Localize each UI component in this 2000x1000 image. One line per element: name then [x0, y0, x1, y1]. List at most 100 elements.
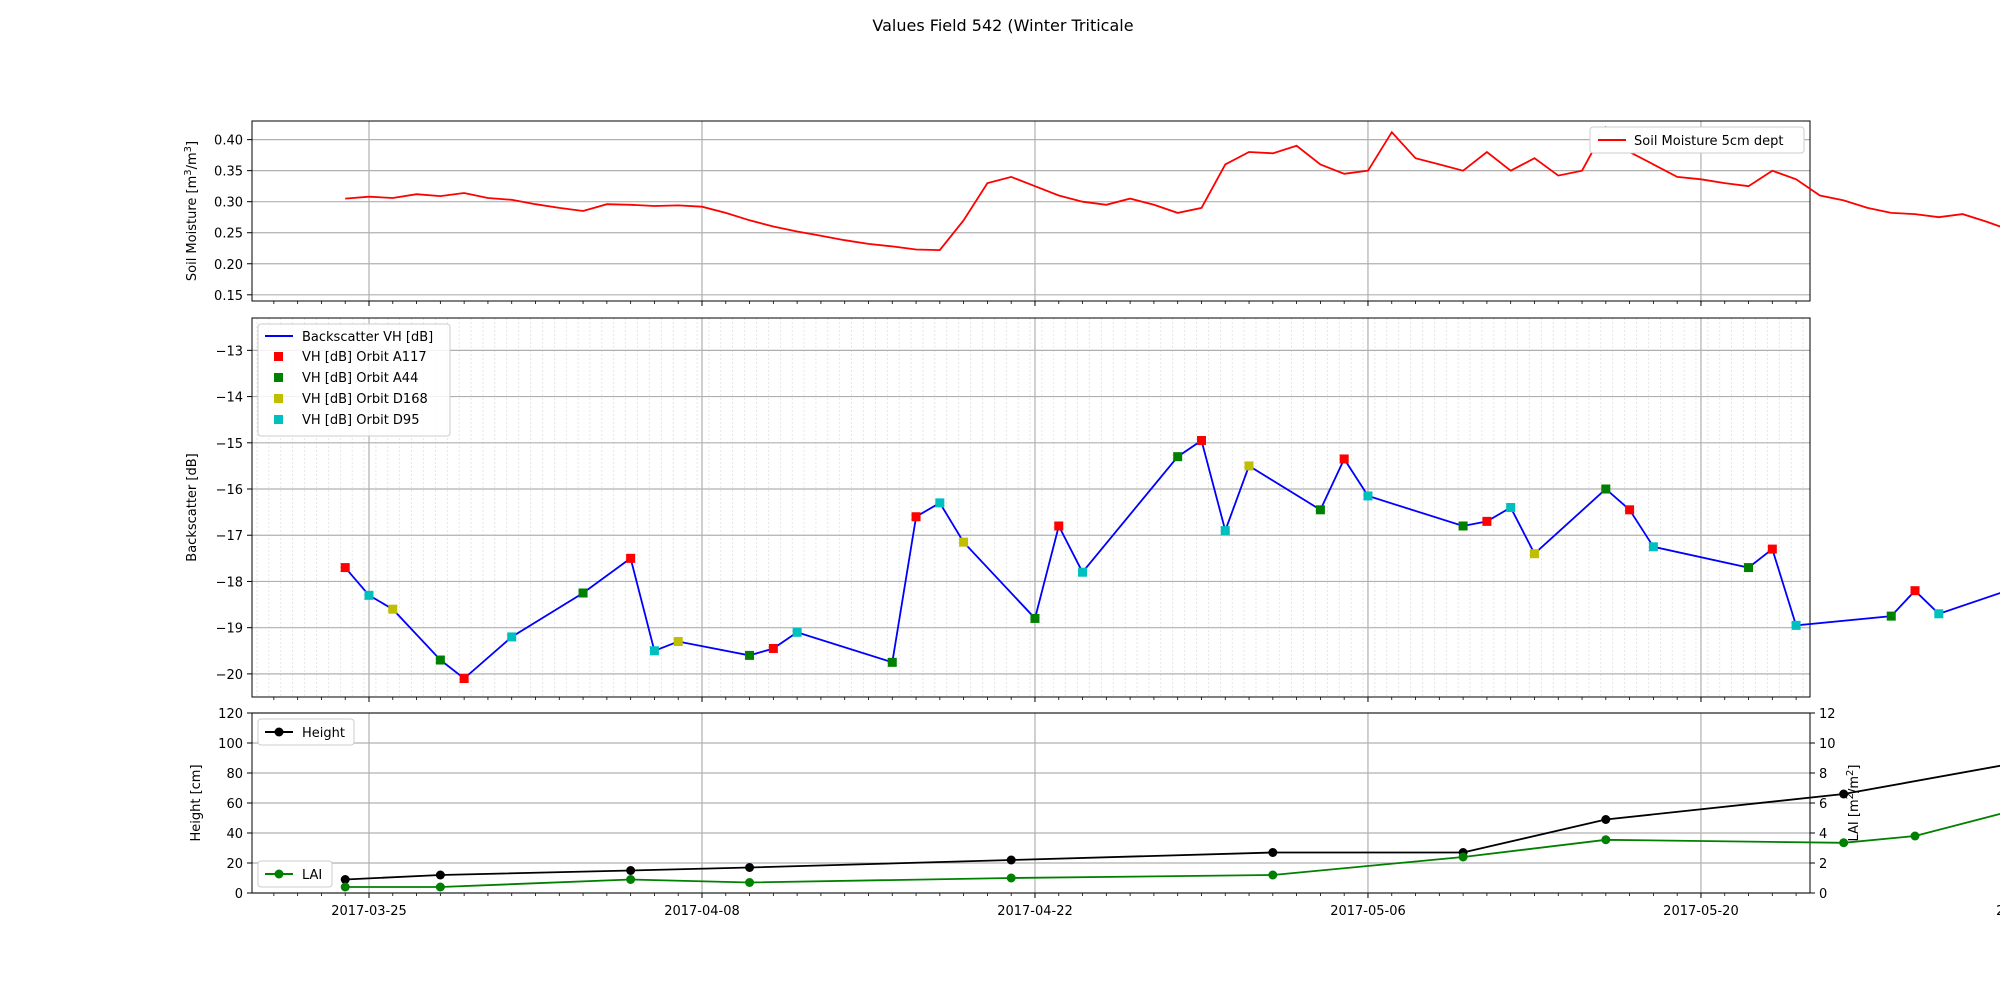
y-tick-label: 0.35 [214, 165, 243, 180]
orbit-marker [1196, 435, 1206, 445]
legend: Backscatter VH [dB] VH [dB] Orbit A117 VH … [257, 323, 451, 437]
lai-marker [340, 882, 350, 892]
y-tick-label: −16 [216, 483, 243, 498]
orbit-marker [459, 674, 469, 684]
legend-label: Soil Moisture 5cm dept [1634, 134, 1783, 149]
height-line [345, 764, 2000, 881]
orbit-marker [1648, 542, 1658, 552]
y-axis-label: Backscatter [dB] [185, 453, 200, 561]
lai-marker [1910, 831, 1920, 841]
y2-tick-label: 8 [1819, 767, 1827, 782]
orbit-marker [1363, 491, 1373, 501]
y-tick-label: 0 [235, 887, 243, 902]
orbit-marker [626, 553, 636, 563]
height-marker [626, 866, 636, 875]
y-axis-label: Height [cm] [189, 764, 204, 841]
y2-tick-label: 0 [1819, 887, 1827, 902]
orbit-marker [1339, 454, 1349, 464]
y-tick-label: 0.15 [214, 289, 243, 304]
orbit-marker [1482, 516, 1492, 526]
legend-label: VH [dB] Orbit D95 [302, 413, 419, 428]
lai-marker [1839, 838, 1849, 848]
x-tick-label: 2017-06-03 [1996, 904, 2000, 919]
legend-swatch [274, 373, 283, 382]
orbit-marker [1529, 549, 1539, 559]
orbit-marker [1767, 544, 1777, 554]
orbit-marker [340, 563, 350, 573]
orbit-marker [364, 590, 374, 600]
orbit-marker [1173, 452, 1183, 462]
y2-tick-label: 12 [1819, 707, 1836, 722]
orbit-marker [1744, 563, 1754, 573]
legend-label: VH [dB] Orbit A117 [302, 350, 427, 365]
height-marker [1839, 789, 1849, 799]
y-tick-label: 0.25 [214, 227, 243, 242]
orbit-marker [507, 632, 517, 642]
legend-label: VH [dB] Orbit D168 [302, 392, 428, 407]
y2-axis-label: LAI [m2/m2] [1845, 764, 1862, 841]
soil-moisture-panel: 0.40 0.35 0.30 0.25 0.20 0.15 Soil Moisture [m… [183, 120, 2000, 306]
orbit-marker [1030, 613, 1040, 623]
legend-label: VH [dB] Orbit A44 [302, 371, 418, 386]
orbit-marker [1458, 521, 1468, 531]
lai-marker [1006, 873, 1016, 883]
backscatter-panel: −13 −14 −15 −16 −17 −18 −19 −20 Backscatter [dB]… [185, 317, 2000, 702]
y2-tick-label: 6 [1819, 797, 1827, 812]
x-tick-label: 2017-04-22 [997, 904, 1073, 919]
lai-marker [1268, 870, 1278, 880]
legend-label: Backscatter VH [dB] [302, 330, 433, 345]
orbit-marker [578, 588, 588, 598]
orbit-marker [1220, 526, 1230, 536]
orbit-marker [1934, 609, 1944, 619]
lai-marker [745, 878, 755, 887]
legend-label: LAI [302, 868, 322, 883]
y-tick-label: 120 [218, 707, 243, 722]
orbit-marker [1910, 586, 1920, 596]
orbit-marker [1886, 611, 1896, 621]
legend-frame [257, 718, 355, 746]
x-tick-label: 2017-05-20 [1663, 904, 1739, 919]
legend: Soil Moisture 5cm dept [1589, 126, 1805, 154]
orbit-marker [673, 637, 683, 647]
y2-tick-label: 4 [1819, 827, 1827, 842]
height-marker [745, 863, 755, 872]
chart-title: Values Field 542 (Winter Triticale [872, 16, 1133, 35]
orbit-marker [1506, 503, 1516, 512]
y-tick-label: −20 [216, 668, 243, 683]
lai-marker [435, 882, 445, 892]
legend-frame [257, 860, 333, 888]
lai-marker [1601, 835, 1611, 845]
height-marker [340, 875, 350, 884]
y-tick-label: 60 [226, 797, 243, 812]
orbit-marker [1315, 505, 1325, 515]
orbit-marker [1054, 521, 1064, 531]
y-tick-label: −19 [216, 622, 243, 637]
y2-tick-label: 10 [1819, 737, 1836, 752]
orbit-marker [649, 646, 659, 656]
orbit-marker [911, 512, 921, 522]
legend-frame [1589, 126, 1805, 154]
y-tick-label: 0.30 [214, 196, 243, 211]
lai-line [345, 813, 2000, 888]
plot-frame [251, 120, 1811, 302]
lai-marker [1458, 852, 1468, 862]
orbit-marker [1601, 484, 1611, 494]
legend-swatch-marker [274, 869, 284, 879]
height-marker [1601, 815, 1611, 824]
legend-label: Height [302, 726, 345, 741]
y-tick-label: 0.20 [214, 258, 243, 273]
legend-lai: LAI [257, 860, 333, 888]
y-tick-label: 20 [226, 857, 243, 872]
orbit-marker [1078, 567, 1088, 577]
legend-swatch [274, 394, 283, 403]
orbit-marker [1625, 505, 1635, 515]
plot-frame [251, 317, 1811, 698]
y-tick-label: −14 [216, 391, 243, 406]
orbit-marker [959, 537, 969, 547]
height-marker [1268, 848, 1278, 857]
minor-gridlines [256, 318, 1804, 697]
y2-tick-label: 2 [1819, 857, 1827, 872]
y-tick-label: 40 [226, 827, 243, 842]
